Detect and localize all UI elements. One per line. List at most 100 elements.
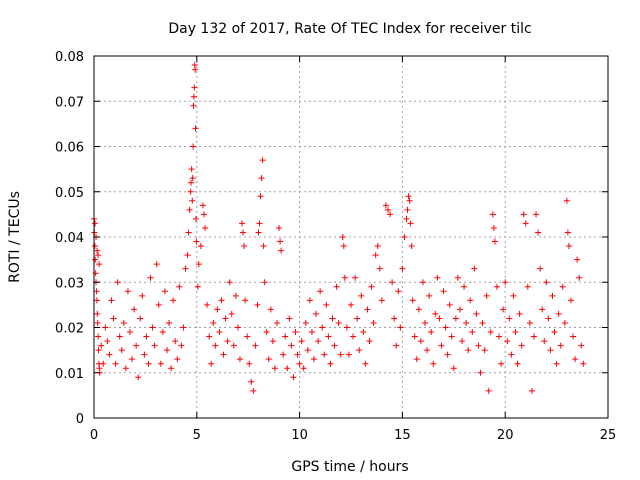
y-tick-label: 0.02 bbox=[55, 322, 84, 337]
data-point bbox=[563, 197, 570, 204]
data-point bbox=[331, 342, 338, 349]
data-point bbox=[422, 319, 429, 326]
data-point bbox=[524, 283, 531, 290]
data-point bbox=[547, 347, 554, 354]
data-point bbox=[448, 333, 455, 340]
data-point bbox=[487, 329, 494, 336]
data-point bbox=[356, 347, 363, 354]
data-point bbox=[452, 315, 459, 322]
data-point bbox=[461, 283, 468, 290]
data-point bbox=[572, 356, 579, 363]
data-point bbox=[436, 315, 443, 322]
data-point bbox=[315, 338, 322, 345]
data-point bbox=[308, 329, 315, 336]
data-point bbox=[143, 333, 150, 340]
data-point bbox=[502, 279, 509, 286]
data-point bbox=[406, 197, 413, 204]
data-point bbox=[263, 329, 270, 336]
x-axis-ticks: 0 5 10 15 20 25 bbox=[90, 56, 616, 443]
data-point bbox=[277, 238, 284, 245]
data-point bbox=[176, 283, 183, 290]
data-point bbox=[182, 265, 189, 272]
data-point bbox=[163, 347, 170, 354]
data-point bbox=[541, 338, 548, 345]
data-point bbox=[341, 274, 348, 281]
data-point bbox=[118, 347, 125, 354]
data-point bbox=[580, 360, 587, 367]
data-point bbox=[166, 319, 173, 326]
data-point bbox=[535, 229, 542, 236]
data-point bbox=[92, 220, 99, 227]
data-point bbox=[424, 347, 431, 354]
data-point bbox=[348, 301, 354, 308]
data-point bbox=[147, 274, 154, 281]
data-point bbox=[135, 374, 142, 381]
y-tick-label: 0.04 bbox=[55, 231, 84, 246]
data-point bbox=[206, 333, 213, 340]
data-points bbox=[91, 62, 587, 394]
data-point bbox=[319, 324, 326, 331]
data-point bbox=[395, 288, 402, 295]
grid-lines bbox=[94, 56, 608, 418]
data-point bbox=[170, 297, 177, 304]
data-point bbox=[564, 229, 571, 236]
y-tick-label: 0.03 bbox=[55, 276, 84, 291]
data-point bbox=[180, 324, 187, 331]
data-point bbox=[376, 265, 383, 272]
data-point bbox=[304, 347, 311, 354]
data-point bbox=[444, 351, 451, 358]
data-point bbox=[339, 234, 346, 240]
data-point bbox=[188, 166, 195, 173]
data-point bbox=[465, 347, 472, 354]
data-point bbox=[241, 243, 248, 250]
data-point bbox=[94, 319, 101, 326]
data-point bbox=[298, 338, 305, 345]
data-point bbox=[102, 324, 109, 331]
data-point bbox=[559, 283, 566, 290]
data-point bbox=[137, 315, 144, 322]
data-point bbox=[188, 179, 195, 186]
y-tick-label: 0.08 bbox=[55, 50, 84, 65]
data-point bbox=[430, 360, 437, 367]
data-point bbox=[456, 306, 463, 313]
y-axis-label: ROTI / TECUs bbox=[7, 191, 23, 283]
data-point bbox=[491, 238, 498, 245]
data-point bbox=[489, 211, 496, 218]
data-point bbox=[296, 360, 303, 367]
data-point bbox=[112, 360, 119, 367]
data-point bbox=[343, 324, 350, 331]
data-point bbox=[157, 360, 164, 367]
data-point bbox=[368, 283, 375, 290]
data-point bbox=[273, 319, 280, 326]
data-point bbox=[350, 333, 357, 340]
data-point bbox=[549, 292, 556, 299]
x-axis-label: GPS time / hours bbox=[291, 459, 408, 475]
data-point bbox=[408, 243, 415, 250]
data-point bbox=[485, 387, 492, 394]
data-point bbox=[471, 265, 478, 272]
data-point bbox=[276, 224, 283, 231]
data-point bbox=[481, 347, 488, 354]
data-point bbox=[161, 288, 168, 295]
data-point bbox=[473, 310, 480, 317]
data-point bbox=[504, 338, 511, 345]
data-point bbox=[469, 329, 476, 336]
data-point bbox=[391, 315, 398, 322]
data-point bbox=[397, 324, 404, 331]
data-point bbox=[337, 351, 344, 358]
data-point bbox=[193, 238, 200, 245]
data-point bbox=[234, 324, 241, 331]
data-point bbox=[340, 243, 347, 250]
x-tick-label: 5 bbox=[193, 428, 201, 443]
data-point bbox=[419, 279, 426, 286]
data-point bbox=[202, 224, 209, 231]
data-point bbox=[490, 224, 497, 231]
data-point bbox=[292, 329, 299, 336]
data-point bbox=[413, 356, 420, 363]
data-point bbox=[454, 274, 461, 281]
data-point bbox=[240, 229, 247, 236]
data-point bbox=[306, 297, 313, 304]
data-point bbox=[190, 143, 197, 150]
data-point bbox=[232, 292, 239, 299]
y-tick-label: 0.01 bbox=[55, 367, 84, 382]
